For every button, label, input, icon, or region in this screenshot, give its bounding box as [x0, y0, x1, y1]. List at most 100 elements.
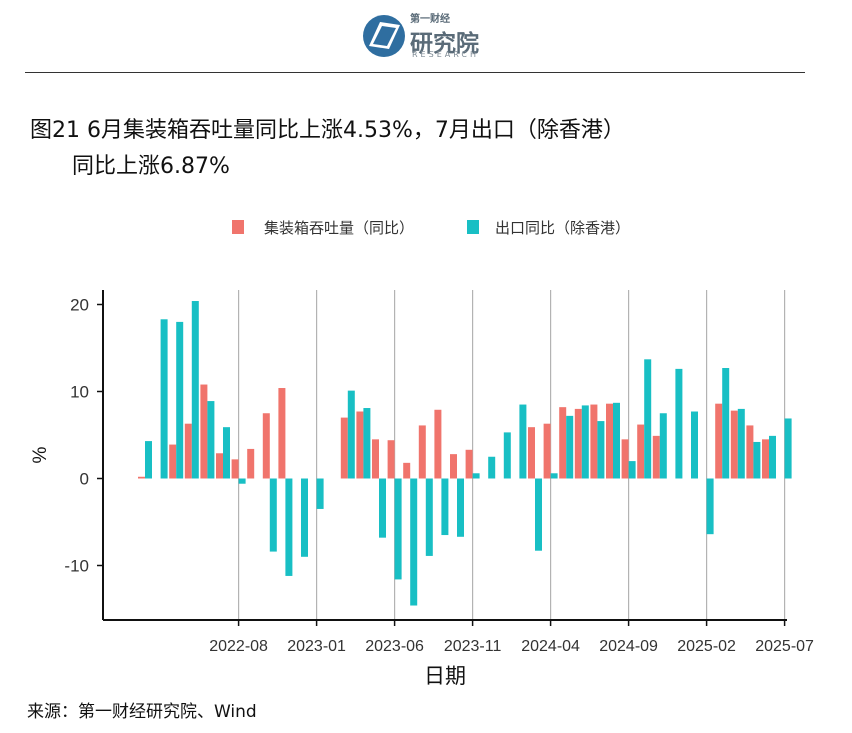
container-bar	[278, 388, 286, 479]
chart-title-line1: 图21 6月集装箱吞吐量同比上涨4.53%，7月出口（除香港）	[30, 118, 625, 143]
container-bar	[247, 448, 255, 479]
container-bar	[231, 459, 239, 479]
container-bar	[574, 408, 582, 479]
export-bar	[706, 478, 714, 535]
container-bar	[200, 384, 208, 479]
y-tick-label: 10	[70, 383, 89, 402]
container-bar	[418, 425, 426, 479]
chart-title: 图21 6月集装箱吞吐量同比上涨4.53%，7月出口（除香港） 同比上涨6.87…	[30, 113, 625, 185]
export-bar	[644, 359, 652, 479]
x-axis-label: 日期	[424, 665, 466, 688]
export-bar	[347, 390, 355, 479]
legend-swatch-export	[467, 220, 479, 234]
chart: 2022-08 2023-01 2023-06 2023-11 2024-04 2024-…	[30, 220, 814, 688]
container-bar	[715, 403, 723, 479]
container-bar	[169, 444, 177, 479]
container-bar	[138, 476, 145, 479]
container-bar	[746, 425, 754, 479]
export-bar	[285, 478, 293, 576]
export-bar	[425, 478, 433, 556]
container-bar	[356, 411, 364, 479]
container-bar	[621, 439, 629, 479]
container-bar	[387, 440, 395, 479]
container-bar	[590, 404, 598, 479]
logo-emblem-icon	[363, 15, 405, 57]
export-bar	[503, 432, 511, 479]
export-bar	[675, 368, 683, 479]
export-bar	[550, 473, 558, 479]
logo: 第一财经 研究院 RESEARCH	[360, 10, 500, 60]
export-bar	[316, 478, 324, 509]
export-bar	[363, 408, 371, 479]
export-bar	[223, 427, 230, 479]
export-bar	[566, 415, 574, 479]
chart-title-line2: 同比上涨6.87%	[72, 154, 230, 179]
x-tick-label: 2023-06	[365, 638, 424, 655]
export-bar	[379, 478, 386, 538]
legend-label-export: 出口同比（除香港）	[495, 220, 630, 237]
container-bar	[372, 439, 379, 479]
export-bar	[160, 319, 168, 479]
export-bar	[535, 478, 542, 551]
export-bar	[784, 418, 792, 479]
export-bar	[457, 478, 464, 537]
y-tick-label: 20	[70, 296, 89, 315]
container-bar	[465, 449, 473, 479]
x-tick-label: 2022-08	[209, 638, 268, 655]
container-bar	[762, 439, 769, 479]
export-bar	[145, 441, 152, 479]
container-bar	[606, 403, 613, 479]
legend-label-container: 集装箱吞吐量（同比）	[264, 220, 414, 237]
header-divider	[25, 72, 805, 73]
export-bar	[410, 478, 418, 606]
logo-text: 研究院	[410, 31, 479, 57]
y-axis-label: %	[30, 446, 51, 463]
y-tick-label: 0	[80, 470, 89, 489]
x-tick-label: 2025-02	[677, 638, 736, 655]
y-tick-label: -10	[64, 557, 89, 576]
export-bar	[769, 435, 776, 479]
source-note: 来源：第一财经研究院、Wind	[27, 702, 257, 722]
export-bar	[628, 461, 636, 479]
container-bar	[450, 454, 457, 479]
export-bar	[613, 402, 620, 479]
export-bar	[394, 478, 402, 580]
x-tick-label: 2024-09	[599, 638, 658, 655]
export-bar	[737, 408, 745, 479]
export-bar	[301, 478, 308, 557]
export-bar	[238, 478, 246, 484]
container-bar	[528, 427, 535, 479]
x-tick-label: 2025-07	[755, 638, 814, 655]
export-bar	[176, 321, 184, 479]
container-bar	[262, 413, 270, 479]
x-tick-label: 2024-04	[521, 638, 580, 655]
container-bar	[184, 423, 192, 479]
container-bar	[434, 409, 442, 479]
container-bar	[216, 453, 223, 479]
export-bar	[659, 413, 667, 479]
export-bar	[581, 405, 589, 479]
x-tick-label: 2023-01	[287, 638, 346, 655]
logo-subtext: RESEARCH	[412, 50, 479, 59]
container-bar	[730, 410, 738, 479]
export-bar	[519, 404, 527, 479]
export-bar	[472, 473, 480, 479]
legend-swatch-container	[232, 220, 244, 234]
export-bar	[597, 421, 605, 479]
container-bar	[652, 435, 660, 479]
x-tick-label: 2023-11	[444, 638, 502, 655]
container-bar	[543, 423, 551, 479]
container-bar	[637, 424, 645, 479]
export-bar	[722, 368, 730, 479]
export-bar	[753, 441, 761, 479]
export-bar	[207, 401, 215, 479]
logo-top-text: 第一财经	[410, 14, 450, 25]
export-bar	[691, 411, 698, 479]
export-bar	[441, 478, 449, 536]
container-bar	[559, 407, 567, 479]
export-bar	[488, 456, 496, 479]
export-bar	[269, 478, 277, 552]
container-bar	[403, 462, 411, 479]
container-bar	[340, 417, 348, 479]
export-bar	[191, 301, 199, 479]
